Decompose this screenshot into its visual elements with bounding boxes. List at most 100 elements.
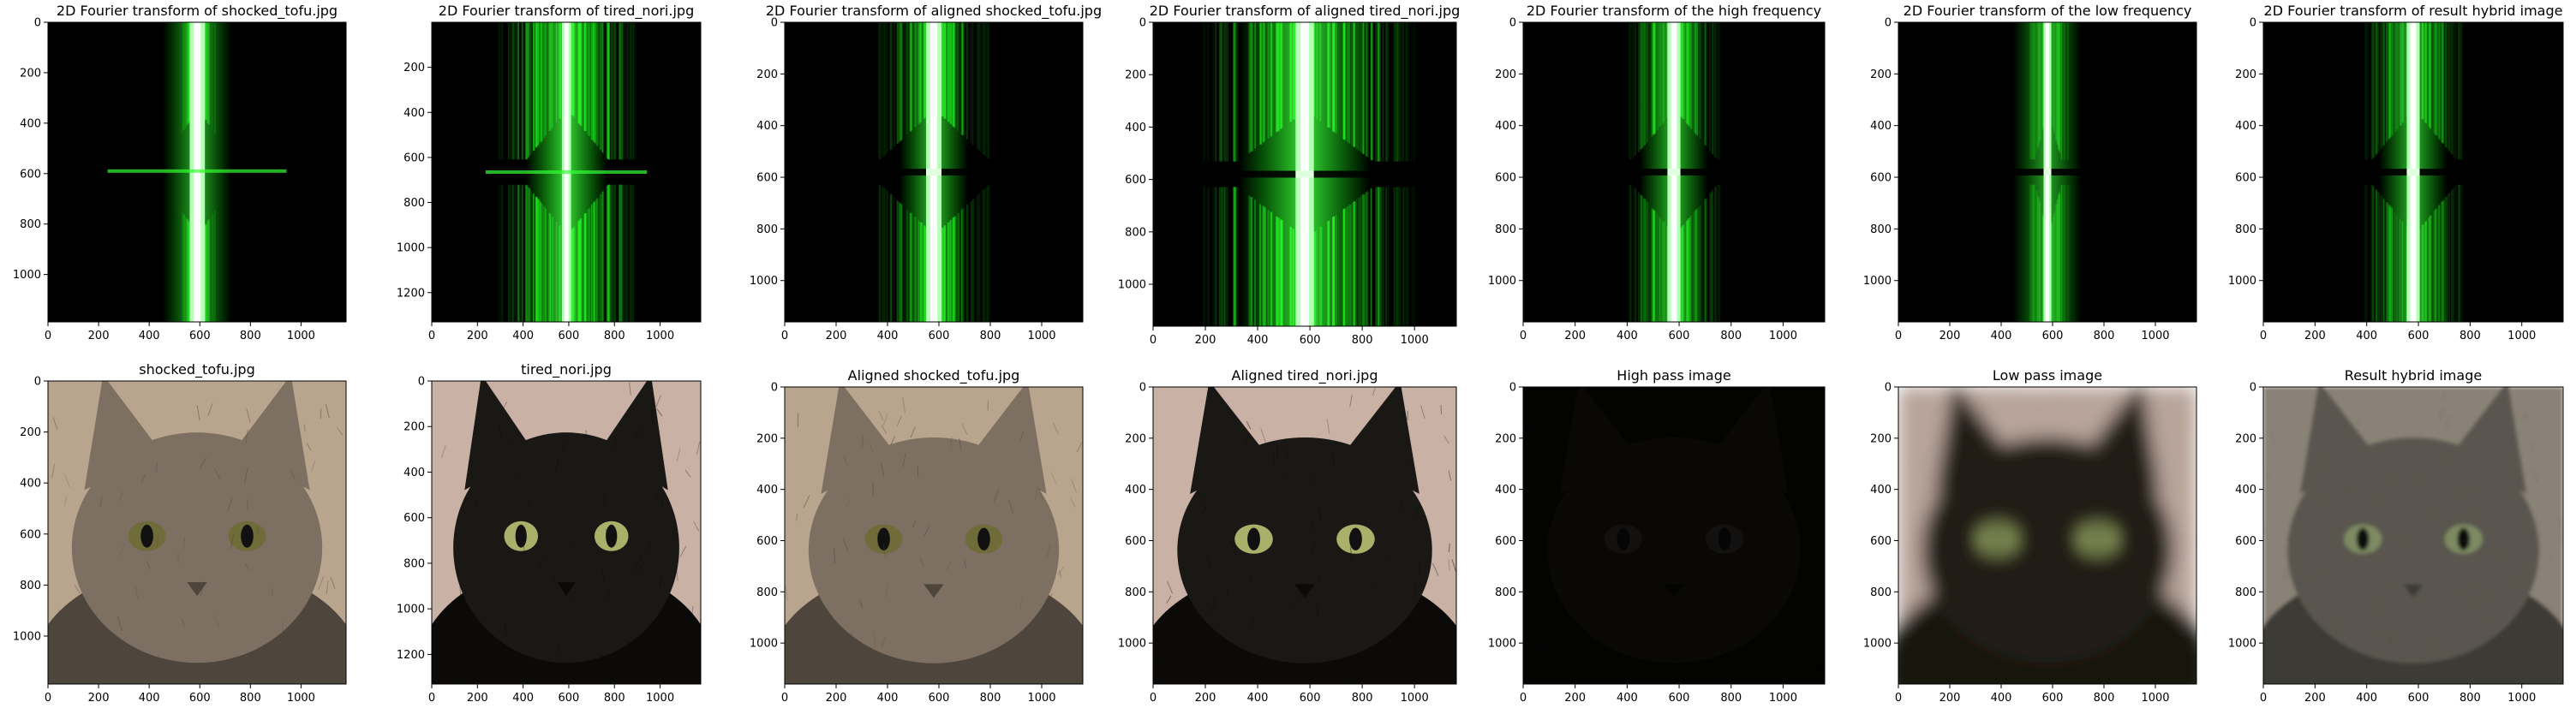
fur-stroke bbox=[200, 457, 206, 469]
spectrum-streak bbox=[622, 22, 624, 160]
fur-stroke bbox=[1236, 640, 1239, 648]
spectrum-streak bbox=[610, 184, 613, 322]
panel-image bbox=[1523, 22, 1825, 322]
fur-stroke bbox=[803, 495, 810, 509]
spectrum-streak bbox=[1711, 22, 1714, 154]
fur-stroke bbox=[2376, 598, 2382, 612]
x-tick-label: 400 bbox=[512, 692, 534, 705]
fur-stroke bbox=[1420, 405, 1425, 419]
x-tick-label: 200 bbox=[1195, 692, 1216, 705]
spectrum-streak bbox=[633, 184, 635, 322]
fur-stroke bbox=[590, 528, 594, 542]
spectrum-streak bbox=[985, 187, 988, 322]
fur-stroke bbox=[2134, 568, 2140, 578]
spectrum-streak bbox=[890, 22, 894, 150]
spectrum-streak bbox=[2451, 22, 2453, 156]
spectrum-streak bbox=[1370, 188, 1372, 326]
spectrum-streak bbox=[2372, 186, 2375, 322]
spectrum-streak bbox=[1635, 187, 1637, 322]
spectrum-streak bbox=[2364, 22, 2368, 160]
spectrum-streak bbox=[2371, 185, 2375, 322]
spectrum-streak bbox=[2364, 184, 2367, 322]
spectrum-streak bbox=[1392, 187, 1396, 326]
spectrum-streak bbox=[988, 184, 990, 322]
fur-stroke bbox=[1413, 583, 1417, 594]
cat-ear-left bbox=[464, 381, 533, 491]
fur-stroke bbox=[99, 496, 103, 507]
spectrum-streak bbox=[1212, 187, 1215, 326]
spectrum-streak bbox=[1396, 187, 1399, 326]
fur-stroke bbox=[1965, 424, 1971, 437]
fur-stroke bbox=[1019, 431, 1025, 441]
y-tick-label: 800 bbox=[403, 557, 425, 570]
fur-stroke bbox=[964, 559, 966, 568]
fur-stroke bbox=[2011, 497, 2017, 514]
fur-stroke bbox=[2477, 649, 2481, 657]
y-tick-label: 800 bbox=[1495, 223, 1516, 236]
fur-stroke bbox=[183, 676, 188, 684]
spectrum-streak bbox=[1407, 187, 1409, 326]
fur-stroke bbox=[1260, 428, 1266, 443]
fur-stroke bbox=[911, 521, 917, 528]
fur-stroke bbox=[555, 460, 559, 473]
fur-stroke bbox=[2099, 577, 2101, 586]
spectrum-streak bbox=[2447, 22, 2449, 151]
x-tick-label: 400 bbox=[2356, 330, 2377, 342]
spectrum-streak bbox=[2459, 184, 2461, 322]
fur-stroke bbox=[2332, 531, 2334, 541]
spectrum-streak bbox=[983, 188, 986, 322]
x-tick-label: 0 bbox=[781, 330, 788, 342]
spectrum-streak bbox=[2376, 190, 2378, 322]
fur-stroke bbox=[2018, 509, 2025, 520]
spectrum-streak bbox=[1222, 187, 1225, 326]
spectrum-streak bbox=[984, 22, 987, 158]
fur-stroke bbox=[213, 614, 221, 628]
fur-stroke bbox=[117, 616, 123, 632]
x-tick-label: 600 bbox=[1669, 692, 1690, 705]
spectrum-streak bbox=[2453, 187, 2454, 322]
spectrum-streak bbox=[2451, 188, 2454, 322]
fur-stroke bbox=[554, 643, 561, 655]
fur-stroke bbox=[961, 423, 968, 435]
fur-stroke bbox=[74, 585, 81, 594]
fur-stroke bbox=[1247, 574, 1252, 582]
spectrum-streak bbox=[1212, 22, 1215, 162]
spectrum-streak bbox=[619, 184, 622, 322]
y-tick-label: 400 bbox=[1125, 122, 1146, 134]
spectrum-streak bbox=[1708, 22, 1711, 152]
fur-stroke bbox=[2317, 455, 2319, 465]
fur-stroke bbox=[1069, 497, 1076, 508]
spectrum-streak bbox=[1396, 22, 1399, 162]
fur-stroke bbox=[320, 408, 322, 419]
fur-stroke bbox=[856, 651, 863, 665]
spectrum-streak bbox=[1235, 22, 1239, 162]
fur-stroke bbox=[1161, 657, 1168, 672]
x-tick-label: 200 bbox=[2304, 330, 2326, 342]
spectrum-streak bbox=[630, 184, 632, 322]
y-tick-label: 400 bbox=[2235, 120, 2256, 133]
spectrum-streak bbox=[982, 189, 985, 322]
spectrum-streak bbox=[1407, 22, 1410, 162]
spectrum-streak bbox=[982, 189, 983, 322]
y-tick-label: 600 bbox=[1125, 174, 1146, 187]
fur-stroke bbox=[1299, 587, 1302, 600]
spectrum-streak bbox=[620, 22, 624, 160]
fur-stroke bbox=[196, 405, 200, 421]
fur-stroke bbox=[902, 453, 906, 467]
spectrum-streak bbox=[1397, 187, 1400, 326]
fur-stroke bbox=[2167, 658, 2173, 674]
spectrum-streak bbox=[1714, 186, 1718, 322]
fur-stroke bbox=[959, 437, 962, 450]
spectrum-streak bbox=[620, 184, 623, 322]
spectrum-streak bbox=[1221, 187, 1223, 326]
spectrum-axis-line bbox=[107, 169, 287, 173]
spectrum-streak bbox=[2373, 22, 2376, 158]
fur-stroke bbox=[785, 586, 788, 601]
x-tick-label: 200 bbox=[1939, 692, 1961, 705]
fur-stroke bbox=[1070, 478, 1077, 493]
y-tick-label: 600 bbox=[1870, 172, 1892, 185]
spectrum-streak bbox=[898, 22, 900, 143]
fur-stroke bbox=[1963, 399, 1967, 408]
fur-stroke bbox=[601, 569, 606, 583]
spectrum-streak bbox=[521, 22, 523, 160]
